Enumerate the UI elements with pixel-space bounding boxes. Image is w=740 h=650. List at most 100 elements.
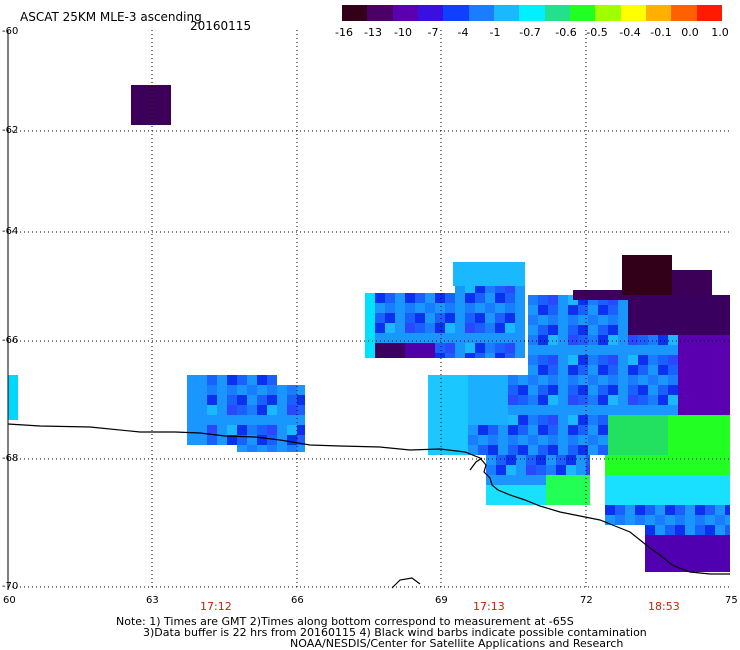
lat-label-60: -60 [2, 26, 19, 37]
chart-date: 20160115 [190, 19, 252, 33]
data-cell [518, 375, 528, 385]
data-cell [486, 495, 496, 505]
data-cell [688, 335, 698, 345]
data-cell [425, 343, 435, 353]
data-cell [496, 495, 506, 505]
data-cell [498, 425, 508, 435]
data-cell [428, 435, 438, 445]
data-cell [267, 445, 277, 452]
data-cell [678, 295, 688, 305]
data-cell [538, 305, 548, 315]
data-cell [695, 465, 705, 475]
data-cell [566, 495, 576, 505]
data-cell [435, 353, 445, 358]
data-cell [227, 385, 237, 395]
data-cell [247, 435, 257, 445]
data-cell [548, 325, 558, 335]
data-cell [217, 425, 227, 435]
data-cell [247, 405, 257, 415]
data-cell [506, 465, 516, 475]
data-cell [536, 475, 546, 485]
data-cell [505, 313, 515, 323]
data-cell [608, 375, 618, 385]
data-cell [227, 405, 237, 415]
data-cell [516, 455, 526, 465]
data-cell [628, 325, 638, 335]
colorbar-label-0: -16 [335, 26, 353, 39]
data-cell [217, 375, 227, 385]
data-cell [528, 325, 538, 335]
data-cell [645, 485, 655, 495]
data-cell [526, 455, 536, 465]
data-cell [207, 385, 217, 395]
data-cell [718, 365, 728, 375]
data-cell [428, 405, 438, 415]
data-cell [538, 435, 548, 445]
data-cell [645, 455, 655, 465]
data-cell [556, 475, 566, 485]
data-cell [658, 435, 668, 445]
data-cell [405, 313, 415, 323]
data-cell [515, 283, 525, 293]
data-cell [415, 333, 425, 343]
data-cell [708, 405, 718, 415]
data-cell [438, 385, 448, 395]
data-cell [257, 395, 267, 405]
data-cell [505, 353, 515, 358]
data-cell [715, 555, 725, 565]
data-cell [538, 355, 548, 365]
data-cell [725, 525, 730, 535]
data-cell [475, 303, 485, 313]
data-cell [395, 333, 405, 343]
chart-title: ASCAT 25KM MLE-3 ascending [20, 10, 202, 24]
data-cell [675, 545, 685, 555]
data-cell [668, 335, 678, 345]
data-cell [496, 485, 506, 495]
data-cell [498, 375, 508, 385]
data-cell [718, 315, 728, 325]
data-cell [425, 323, 435, 333]
data-cell [257, 405, 267, 415]
data-cell [728, 345, 730, 355]
data-cell [465, 313, 475, 323]
data-cell [485, 303, 495, 313]
data-cell [675, 475, 685, 485]
data-cell [678, 345, 688, 355]
data-cell [468, 445, 478, 455]
colorbar-label-7: -0.6 [555, 26, 577, 39]
data-cell [648, 305, 658, 315]
data-cell [468, 435, 478, 445]
data-cell [428, 415, 438, 425]
data-cell [668, 415, 678, 425]
data-cell [385, 333, 395, 343]
data-cell [708, 355, 718, 365]
data-cell [518, 445, 528, 455]
data-cell [445, 333, 455, 343]
data-cell [505, 303, 515, 313]
data-cell [485, 313, 495, 323]
data-cell [526, 495, 536, 505]
data-cell [648, 315, 658, 325]
data-cell [728, 385, 730, 395]
data-cell [538, 405, 548, 415]
data-cell [718, 445, 728, 455]
data-cell [608, 395, 618, 405]
data-cell [658, 425, 668, 435]
data-cell [548, 355, 558, 365]
colorbar-swatch-0 [342, 5, 368, 21]
data-cell [478, 415, 488, 425]
time-label-2: 17:13 [473, 600, 505, 613]
data-cell [486, 455, 496, 465]
data-cell [528, 415, 538, 425]
data-cell [645, 535, 655, 545]
data-cell [495, 323, 505, 333]
data-cell [297, 445, 305, 452]
data-cell [578, 435, 588, 445]
data-cell [608, 355, 618, 365]
data-cell [488, 415, 498, 425]
colorbar-label-10: -0.1 [650, 26, 672, 39]
data-cell [705, 455, 715, 465]
data-cell [645, 465, 655, 475]
data-cell [718, 335, 728, 345]
